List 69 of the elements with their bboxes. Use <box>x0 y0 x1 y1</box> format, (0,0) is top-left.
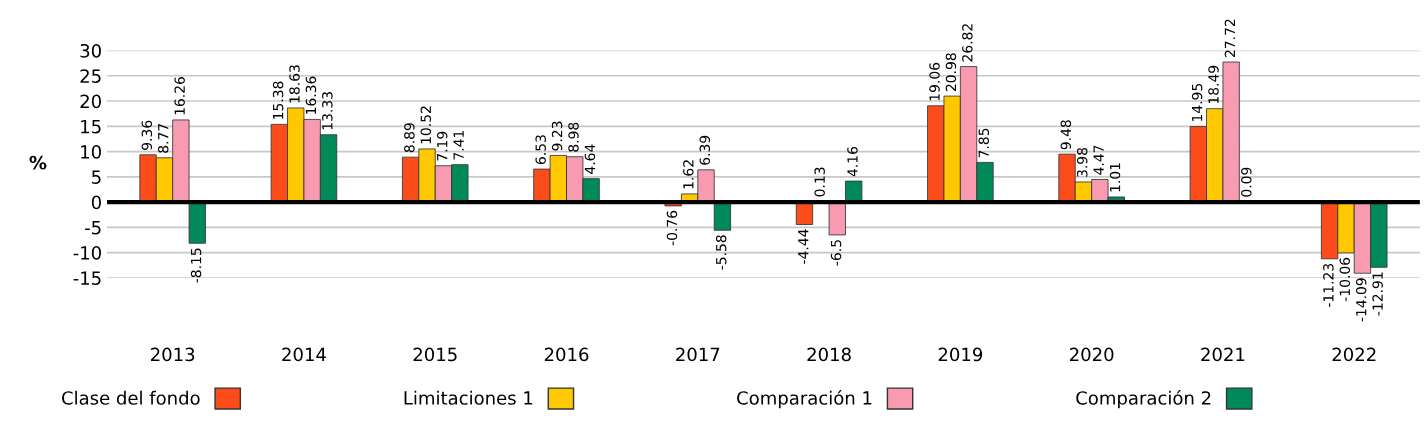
x-tick-label: 2022 <box>1332 347 1376 362</box>
data-label: 16.36 <box>305 76 317 114</box>
y-tick-label: -10 <box>73 246 101 260</box>
legend-label: Comparación 1 <box>737 390 872 409</box>
legend-label: Comparación 2 <box>1076 390 1211 409</box>
data-label: -4.44 <box>798 229 809 264</box>
bar <box>713 201 732 231</box>
x-tick-label: 2017 <box>676 347 720 362</box>
data-label: 26.82 <box>962 24 973 62</box>
data-label: -14.09 <box>1355 278 1367 322</box>
data-label: 8.98 <box>568 122 579 152</box>
data-label: 7.85 <box>978 128 990 158</box>
data-label: 6.53 <box>535 135 546 165</box>
data-label: 3.98 <box>1076 147 1088 177</box>
y-axis-title: % <box>29 155 47 170</box>
bar <box>845 180 863 203</box>
y-tick-label: 5 <box>92 170 101 184</box>
y-tick-label: 25 <box>80 69 101 83</box>
data-label: 19.06 <box>929 62 940 101</box>
data-label: 14.95 <box>1191 83 1203 121</box>
bar <box>188 201 206 244</box>
data-label: 15.38 <box>272 81 284 119</box>
x-tick-label: 2015 <box>413 347 457 362</box>
data-label: 0.13 <box>814 167 825 197</box>
data-label: 16.26 <box>174 77 185 115</box>
data-label: 9.36 <box>141 120 153 150</box>
data-label: 1.01 <box>1109 163 1121 192</box>
legend-label: Clase del fondo <box>62 390 200 405</box>
data-label: 1.62 <box>683 160 694 189</box>
data-label: -0.76 <box>666 210 678 246</box>
data-label: 18.49 <box>1208 65 1219 104</box>
data-label: 20.98 <box>945 53 957 92</box>
data-label: 8.77 <box>157 123 169 153</box>
data-label: 7.41 <box>453 130 464 160</box>
data-label: -11.23 <box>1323 263 1334 307</box>
y-tick-label: -15 <box>73 271 101 285</box>
data-label: 4.47 <box>1093 145 1104 175</box>
data-label: 9.23 <box>551 121 563 151</box>
x-tick-label: 2020 <box>1070 347 1114 362</box>
data-label: 4.16 <box>847 146 858 177</box>
data-label: -8.15 <box>190 248 202 283</box>
data-label: 18.63 <box>289 65 300 103</box>
x-tick-label: 2018 <box>807 347 851 362</box>
data-label: 4.64 <box>584 144 596 174</box>
x-tick-label: 2019 <box>938 347 983 362</box>
data-label: 8.89 <box>404 123 415 153</box>
data-label: 7.19 <box>436 131 448 161</box>
y-tick-label: 10 <box>81 145 101 159</box>
y-tick-label: 30 <box>80 43 101 58</box>
data-label: -6.5 <box>830 240 842 266</box>
y-tick-label: 15 <box>81 120 101 134</box>
data-label: 0.09 <box>1241 167 1252 197</box>
data-label: 6.39 <box>699 135 711 165</box>
data-label: 10.52 <box>420 106 432 144</box>
bar <box>828 201 846 236</box>
x-tick-label: 2021 <box>1201 347 1245 362</box>
data-label: 9.48 <box>1060 120 1072 150</box>
data-label: -5.58 <box>715 235 727 270</box>
data-label: -12.91 <box>1372 272 1383 316</box>
x-tick-label: 2016 <box>544 347 589 362</box>
data-label: 13.33 <box>322 92 333 130</box>
data-label: 27.72 <box>1224 19 1235 57</box>
data-label: -10.06 <box>1339 257 1351 302</box>
legend-label: Limitaciones 1 <box>404 390 533 405</box>
x-tick-label: 2014 <box>282 347 326 362</box>
y-tick-label: -5 <box>85 221 101 235</box>
x-tick-label: 2013 <box>151 347 195 362</box>
y-tick-label: 20 <box>80 94 101 109</box>
y-tick-label: 0 <box>91 195 101 210</box>
